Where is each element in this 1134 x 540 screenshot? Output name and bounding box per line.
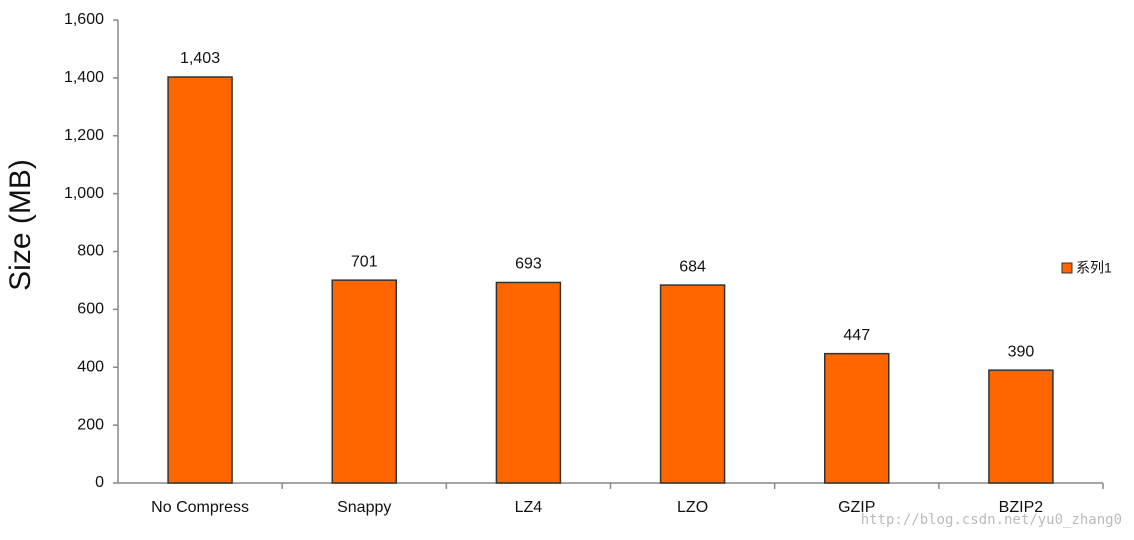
- y-tick-label: 0: [95, 474, 104, 491]
- bar: [495, 281, 562, 484]
- x-tick-label: Snappy: [337, 499, 391, 516]
- value-label: 701: [351, 253, 378, 270]
- x-tick-label: BZIP2: [999, 499, 1044, 516]
- y-tick-label: 400: [77, 358, 104, 375]
- y-tick-label: 1,400: [64, 69, 104, 86]
- bar: [331, 279, 397, 484]
- y-tick-label: 600: [77, 301, 104, 318]
- y-axis-label: Size (MB): [4, 159, 37, 291]
- bar: [824, 352, 890, 484]
- value-label: 693: [515, 256, 542, 273]
- bar: [659, 284, 726, 484]
- y-tick-label: 800: [77, 243, 104, 260]
- x-tick-label: GZIP: [838, 499, 875, 516]
- value-label: 447: [843, 327, 870, 344]
- bar: [167, 76, 233, 484]
- legend-swatch: [1061, 262, 1073, 274]
- legend-label: 系列1: [1076, 260, 1112, 276]
- bar: [988, 369, 1054, 484]
- x-tick-label: LZO: [677, 499, 708, 516]
- watermark: http://blog.csdn.net/yu0_zhang0: [861, 512, 1122, 528]
- value-label: 390: [1008, 343, 1035, 360]
- y-tick-label: 1,000: [64, 185, 104, 202]
- x-tick-label: No Compress: [151, 499, 249, 516]
- y-tick-label: 200: [77, 416, 104, 433]
- value-label: 1,403: [180, 50, 220, 67]
- y-tick-label: 1,600: [64, 11, 104, 28]
- x-tick-label: LZ4: [515, 499, 543, 516]
- y-tick-label: 1,200: [64, 127, 104, 144]
- value-label: 684: [679, 258, 706, 275]
